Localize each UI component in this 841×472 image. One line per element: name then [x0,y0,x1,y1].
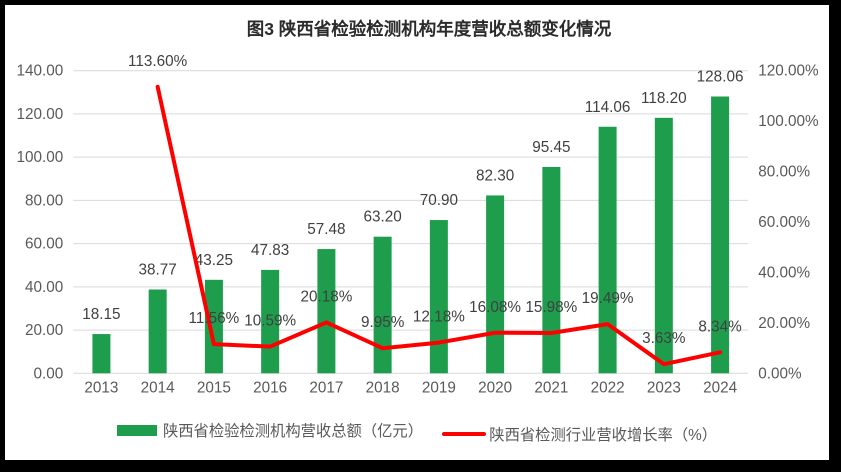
svg-text:20.00: 20.00 [25,322,63,339]
svg-text:80.00: 80.00 [25,192,63,209]
svg-text:63.20: 63.20 [363,209,401,226]
svg-text:15.98%: 15.98% [525,299,577,316]
svg-text:38.77: 38.77 [139,262,177,279]
svg-text:57.48: 57.48 [307,221,345,238]
svg-text:2022: 2022 [591,379,625,396]
svg-text:120.00: 120.00 [17,106,64,123]
svg-text:128.06: 128.06 [697,69,744,86]
svg-text:60.00%: 60.00% [758,214,810,231]
svg-text:2023: 2023 [647,379,681,396]
svg-text:2015: 2015 [197,379,231,396]
svg-text:60.00: 60.00 [25,236,63,253]
svg-text:2019: 2019 [422,379,456,396]
svg-text:2020: 2020 [478,379,512,396]
svg-text:43.25: 43.25 [195,252,233,269]
svg-text:118.20: 118.20 [641,90,687,107]
svg-text:2021: 2021 [534,379,568,396]
svg-text:40.00%: 40.00% [758,264,810,281]
svg-text:20.00%: 20.00% [758,315,810,332]
svg-text:18.15: 18.15 [82,306,120,323]
svg-text:100.00%: 100.00% [758,113,819,130]
svg-text:2024: 2024 [703,379,738,396]
svg-text:2014: 2014 [141,379,176,396]
svg-text:70.90: 70.90 [420,192,458,209]
svg-text:2017: 2017 [309,379,343,396]
svg-text:80.00%: 80.00% [758,164,810,181]
svg-text:82.30: 82.30 [476,167,514,184]
svg-text:140.00: 140.00 [17,63,64,80]
svg-text:40.00: 40.00 [25,279,63,296]
svg-text:0.00%: 0.00% [758,365,802,382]
svg-text:2016: 2016 [253,379,287,396]
svg-text:2013: 2013 [84,379,118,396]
svg-text:12.18%: 12.18% [413,309,465,326]
svg-text:100.00: 100.00 [17,149,64,166]
svg-text:95.45: 95.45 [532,139,570,156]
svg-text:20.18%: 20.18% [300,288,352,305]
svg-text:47.83: 47.83 [251,242,289,259]
svg-text:19.49%: 19.49% [582,290,634,307]
svg-text:10.59%: 10.59% [244,313,296,330]
svg-text:9.95%: 9.95% [361,314,405,331]
svg-text:113.60%: 113.60% [128,53,188,70]
svg-text:114.06: 114.06 [585,99,631,116]
svg-text:3.63%: 3.63% [642,330,686,347]
svg-text:11.56%: 11.56% [189,310,240,327]
svg-text:2018: 2018 [366,379,400,396]
svg-text:8.34%: 8.34% [698,318,742,335]
svg-text:0.00: 0.00 [34,365,64,382]
svg-text:120.00%: 120.00% [758,63,819,80]
svg-text:16.08%: 16.08% [469,299,521,316]
